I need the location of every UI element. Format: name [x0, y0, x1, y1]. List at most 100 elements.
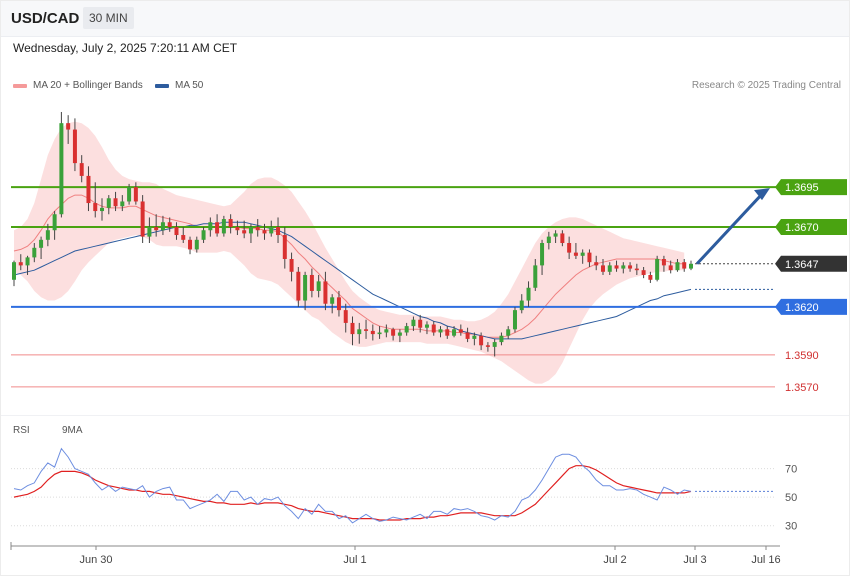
candle-body: [262, 230, 267, 234]
candle-body: [357, 329, 362, 335]
rsi-tick-label: 70: [785, 464, 797, 476]
candle-body: [594, 262, 599, 266]
candle-body: [492, 342, 497, 347]
bollinger-band-fill: [14, 121, 685, 384]
candle-body: [235, 227, 240, 231]
candle-body: [45, 230, 50, 240]
legend-bollinger: MA 20 + Bollinger Bands: [13, 80, 143, 91]
candle-body: [553, 233, 558, 237]
candle-body: [228, 219, 233, 228]
candle-body: [499, 335, 504, 343]
legend-label-9ma: 9MA: [62, 425, 83, 436]
candle-body: [607, 265, 612, 272]
candle-body: [25, 257, 30, 266]
candle-body: [628, 265, 633, 269]
candle-body: [323, 281, 328, 304]
level-tag-pivot: [775, 298, 847, 315]
research-credit: Research © 2025 Trading Central: [691, 80, 841, 91]
candle-body: [411, 319, 416, 327]
level-tag-resistance: [775, 179, 847, 196]
candle-body: [316, 281, 321, 291]
candle-body: [485, 345, 490, 347]
target-arrow-head: [754, 188, 770, 201]
candle-body: [479, 335, 484, 346]
chart-header: USD/CAD 30 MIN: [0, 0, 850, 37]
candle-body: [289, 258, 294, 272]
x-axis-label: Jul 2: [603, 554, 626, 566]
candle-body: [66, 123, 71, 130]
candle-body: [424, 324, 429, 328]
candle-body: [336, 297, 341, 311]
candle-body: [282, 235, 287, 259]
candle-body: [276, 227, 281, 236]
candle-body: [242, 230, 247, 234]
candle-body: [540, 243, 545, 266]
candle-body: [580, 252, 585, 256]
level-label-pivot: 1.3620: [785, 302, 819, 314]
x-axis-label: Jul 3: [683, 554, 706, 566]
candle-body: [533, 265, 538, 288]
level-label-resistance: 1.3695: [785, 182, 819, 194]
candle-body: [194, 239, 199, 250]
candle-body: [140, 201, 145, 237]
legend-label-rsi: RSI: [13, 425, 30, 436]
candle-body: [127, 187, 132, 202]
candle-body: [59, 123, 64, 215]
candle-body: [661, 258, 666, 266]
legend-ma50: MA 50: [155, 80, 203, 91]
candle-body: [32, 247, 37, 258]
level-label-support: 1.3590: [785, 350, 819, 362]
candle-body: [269, 227, 274, 234]
candle-body: [188, 239, 193, 250]
panel-separator: [0, 415, 850, 416]
candle-body: [587, 252, 592, 263]
candle-body: [418, 319, 423, 328]
candle-body: [154, 227, 159, 231]
candle-body: [431, 324, 436, 333]
legend-9ma: 9MA: [62, 425, 83, 436]
candle-body: [364, 329, 369, 331]
timeframe-badge[interactable]: 30 MIN: [83, 7, 134, 29]
x-axis-label: Jul 16: [751, 554, 780, 566]
legend-swatch-bb: [13, 83, 27, 88]
candle-body: [309, 274, 314, 291]
candle-body: [221, 219, 226, 234]
candle-body: [93, 203, 98, 212]
level-label-support: 1.3570: [785, 382, 819, 394]
chart-datetime: Wednesday, July 2, 2025 7:20:11 AM CET: [13, 41, 238, 55]
candle-body: [384, 329, 389, 333]
candle-body: [106, 198, 111, 208]
candle-body: [343, 310, 348, 323]
rsi-9ma-line: [13, 465, 692, 521]
candle-body: [689, 263, 693, 269]
candle-body: [120, 201, 125, 207]
candle-body: [512, 310, 517, 330]
candle-body: [100, 207, 105, 212]
candle-body: [452, 329, 457, 336]
candle-body: [296, 271, 301, 301]
candle-body: [208, 222, 213, 231]
candle-body: [560, 233, 565, 244]
candle-body: [303, 274, 308, 301]
candle-body: [404, 326, 409, 333]
candle-body: [600, 265, 605, 272]
x-axis-label: Jun 30: [79, 554, 112, 566]
x-axis-label: Jul 1: [343, 554, 366, 566]
candle-body: [668, 265, 673, 271]
candle-body: [39, 239, 44, 248]
candle-body: [648, 274, 653, 280]
candle-body: [255, 227, 260, 231]
candle-body: [113, 198, 118, 207]
candle-body: [12, 262, 16, 280]
candle-body: [526, 287, 531, 301]
candle-body: [330, 297, 335, 304]
candle-body: [614, 265, 619, 269]
legend-rsi: RSI: [13, 425, 30, 436]
candle-body: [573, 252, 578, 256]
candle-body: [621, 265, 626, 269]
candle-body: [52, 214, 57, 231]
candle-body: [567, 243, 572, 253]
candle-body: [682, 262, 687, 269]
candle-body: [174, 227, 179, 236]
